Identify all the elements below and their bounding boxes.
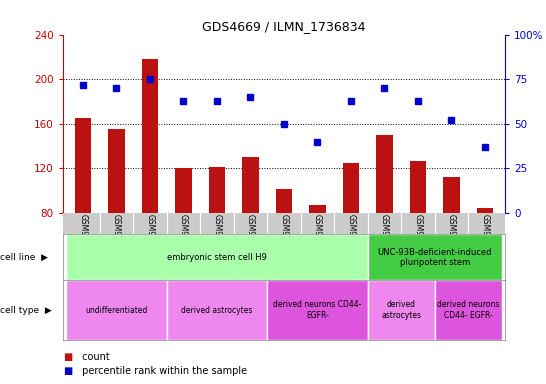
Bar: [410, 161, 426, 303]
Bar: [435, 280, 502, 340]
Text: GSM997564: GSM997564: [212, 214, 222, 260]
Text: count: count: [79, 352, 110, 362]
Text: derived neurons
CD44- EGFR-: derived neurons CD44- EGFR-: [437, 300, 500, 320]
Text: percentile rank within the sample: percentile rank within the sample: [79, 366, 247, 376]
Bar: [267, 280, 367, 340]
Bar: [66, 234, 367, 280]
Bar: [242, 157, 259, 303]
Bar: [367, 280, 435, 340]
Text: GSM997563: GSM997563: [179, 214, 188, 260]
Bar: [477, 207, 494, 303]
Bar: [175, 169, 192, 303]
Text: GSM997569: GSM997569: [447, 214, 456, 260]
Text: GSM997565: GSM997565: [246, 214, 255, 260]
Text: derived astrocytes: derived astrocytes: [181, 306, 253, 314]
Text: cell line  ▶: cell line ▶: [0, 253, 48, 262]
Bar: [376, 135, 393, 303]
Text: ■: ■: [63, 352, 72, 362]
Text: GSM997568: GSM997568: [346, 214, 355, 260]
Bar: [276, 189, 292, 303]
Text: derived
astrocytes: derived astrocytes: [381, 300, 421, 320]
Text: GSM997556: GSM997556: [112, 214, 121, 260]
Bar: [309, 205, 326, 303]
Text: GSM997570: GSM997570: [480, 214, 489, 260]
Title: GDS4669 / ILMN_1736834: GDS4669 / ILMN_1736834: [202, 20, 366, 33]
Bar: [342, 163, 359, 303]
Bar: [209, 167, 225, 303]
Bar: [367, 234, 502, 280]
Text: GSM997557: GSM997557: [145, 214, 155, 260]
Text: derived neurons CD44-
EGFR-: derived neurons CD44- EGFR-: [273, 300, 361, 320]
Text: undifferentiated: undifferentiated: [85, 306, 147, 314]
Text: GSM997572: GSM997572: [413, 214, 423, 260]
Text: GSM997571: GSM997571: [380, 214, 389, 260]
Bar: [108, 129, 125, 303]
Text: GSM997567: GSM997567: [313, 214, 322, 260]
Bar: [74, 118, 91, 303]
Bar: [443, 177, 460, 303]
Bar: [141, 59, 158, 303]
Bar: [167, 280, 267, 340]
Text: ■: ■: [63, 366, 72, 376]
Text: GSM997555: GSM997555: [79, 214, 87, 260]
Text: GSM997566: GSM997566: [280, 214, 288, 260]
Text: embryonic stem cell H9: embryonic stem cell H9: [167, 253, 267, 262]
Text: cell type  ▶: cell type ▶: [0, 306, 52, 314]
Text: UNC-93B-deficient-induced
pluripotent stem: UNC-93B-deficient-induced pluripotent st…: [377, 248, 492, 267]
Bar: [66, 280, 167, 340]
